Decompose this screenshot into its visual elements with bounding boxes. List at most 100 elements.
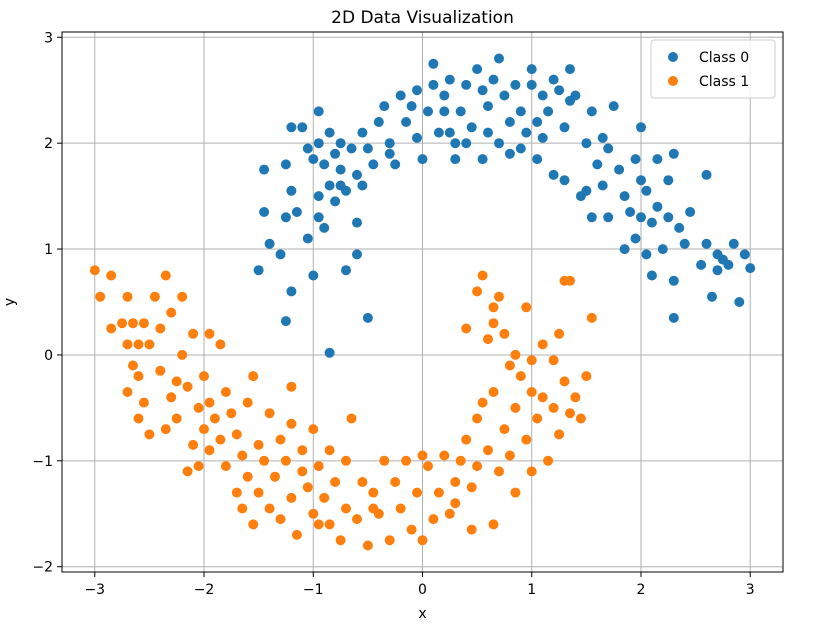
legend-label: Class 1 (699, 74, 749, 90)
data-point (483, 445, 493, 456)
data-point (444, 74, 455, 85)
data-point (384, 148, 395, 159)
y-tick-label: 0 (44, 348, 53, 364)
data-point (521, 302, 532, 313)
x-tick-label: 1 (527, 582, 536, 598)
data-point (280, 316, 291, 327)
data-point (428, 514, 439, 525)
data-point (155, 323, 166, 334)
data-point (122, 339, 133, 350)
data-point (144, 429, 155, 440)
data-point (559, 122, 570, 133)
data-point (477, 397, 488, 408)
data-point (668, 312, 679, 323)
data-point (264, 238, 275, 249)
data-point (330, 196, 341, 207)
data-point (160, 270, 171, 281)
data-point (313, 519, 324, 530)
data-point (379, 455, 390, 466)
data-point (674, 222, 685, 233)
chart-title: 2D Data Visualization (331, 8, 514, 28)
data-point (668, 275, 679, 286)
data-point (504, 117, 515, 127)
data-point (472, 413, 483, 424)
data-point (133, 413, 144, 424)
y-axis-label: y (2, 298, 18, 306)
data-point (259, 164, 270, 175)
axis-ticks: −3 −2 −1 0 1 2 3 −2 −1 0 1 2 3 (32, 30, 754, 598)
data-point (685, 207, 696, 217)
data-point (412, 132, 422, 143)
data-point (297, 122, 308, 133)
x-tick-label: 2 (637, 582, 646, 598)
data-point (450, 154, 461, 165)
data-point (504, 360, 515, 371)
data-point (499, 90, 510, 101)
data-point (472, 461, 483, 472)
y-tick-label: −2 (32, 560, 53, 576)
data-point (253, 487, 264, 498)
data-point (368, 503, 379, 514)
data-point (259, 207, 270, 217)
data-point (357, 477, 368, 487)
data-point (466, 122, 477, 133)
data-point (319, 159, 330, 170)
data-point (275, 434, 286, 445)
data-point (286, 418, 297, 429)
data-point (144, 339, 155, 350)
data-point (106, 270, 117, 281)
data-point (368, 487, 379, 498)
data-point (532, 117, 543, 127)
data-point (450, 498, 461, 509)
data-point (423, 461, 433, 472)
data-point (488, 302, 499, 313)
data-point (401, 117, 412, 127)
data-point (728, 238, 739, 249)
data-point (581, 138, 592, 149)
legend-marker (668, 76, 678, 86)
data-point (253, 265, 264, 276)
data-point (390, 159, 401, 170)
data-point (199, 424, 209, 435)
data-point (231, 429, 242, 440)
data-point (401, 455, 412, 466)
data-point (614, 164, 625, 175)
data-point (171, 376, 182, 387)
x-tick-label: 3 (746, 582, 755, 598)
data-point (286, 122, 297, 133)
data-point (160, 424, 171, 435)
data-point (149, 291, 160, 302)
data-point (406, 524, 417, 535)
data-point (286, 185, 297, 196)
data-point (444, 508, 455, 519)
data-point (95, 291, 106, 302)
data-point (641, 185, 652, 196)
data-point (133, 371, 144, 382)
data-point (330, 477, 341, 487)
data-point (368, 159, 379, 170)
data-point (352, 217, 362, 228)
data-point (417, 535, 428, 546)
data-point (188, 328, 199, 339)
data-point (477, 85, 488, 96)
data-point (532, 413, 543, 424)
series-class-0 (253, 53, 756, 358)
data-point (352, 514, 362, 525)
data-point (510, 349, 521, 360)
x-tick-label: −1 (303, 582, 324, 598)
data-point (494, 53, 504, 64)
data-point (439, 90, 450, 101)
data-point (461, 323, 472, 334)
data-point (177, 349, 188, 360)
data-point (122, 291, 133, 302)
data-point (646, 217, 657, 228)
data-point (526, 466, 537, 477)
data-point (204, 328, 215, 339)
data-point (352, 169, 362, 180)
data-point (324, 347, 335, 358)
data-point (679, 238, 690, 249)
data-point (636, 122, 646, 133)
data-point (565, 275, 575, 286)
series-class-1 (89, 265, 597, 551)
data-point (188, 439, 199, 450)
